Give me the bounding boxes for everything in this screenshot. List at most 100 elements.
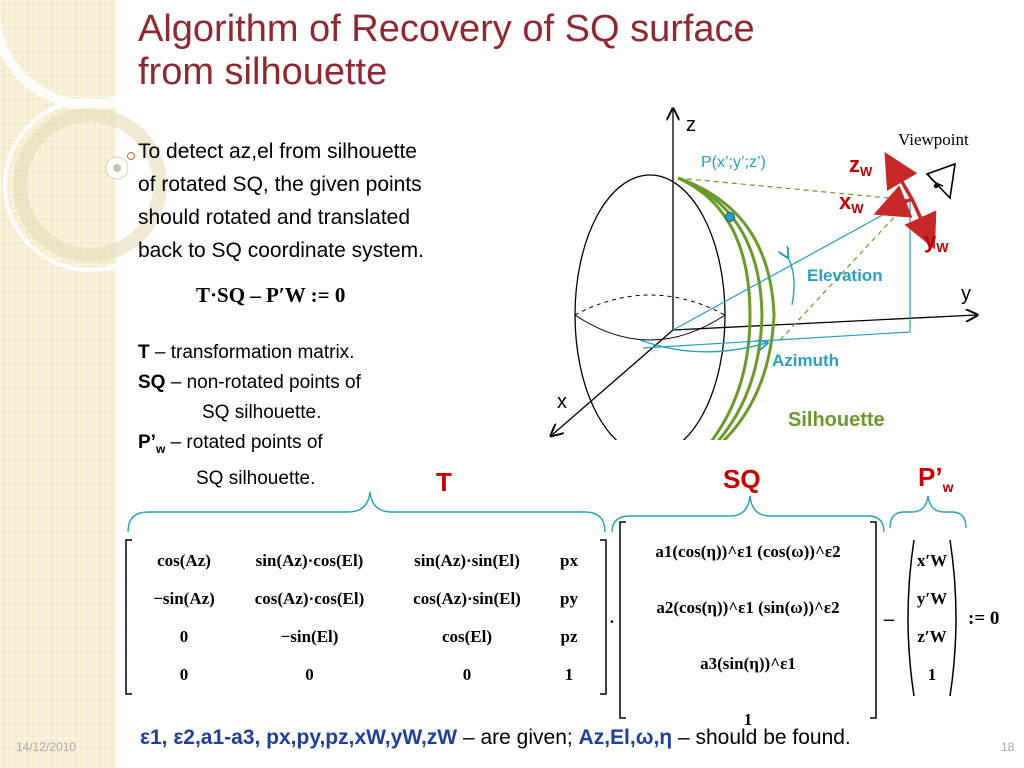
slide-title: Algorithm of Recovery of SQ surface from… <box>138 8 755 94</box>
paren-P-left <box>907 539 915 697</box>
sq-row-2: a2(cos(η))^ε1 (sin(ω))^ε2 <box>656 598 840 617</box>
bullet-text: To detect az,el from silhouette of rotat… <box>138 135 538 267</box>
point-p-label: P(x’;y’;z’) <box>701 154 766 171</box>
silhouette-curve <box>677 176 776 440</box>
matrix-cell: −sin(El) <box>280 627 339 646</box>
table-row: x′W <box>902 542 962 580</box>
bracket-T-right <box>600 539 607 695</box>
silhouette-curve <box>677 176 764 440</box>
bottom-summary: ε1, ε2,a1-a3, px,py,pz,xW,yW,zW – are gi… <box>140 726 851 750</box>
def-SQ-term: SQ <box>138 372 166 393</box>
def-T: T – transformation matrix. <box>138 338 361 368</box>
x-axis-label: x <box>557 391 567 413</box>
eye-icon <box>925 162 956 200</box>
decorative-rings <box>0 0 190 272</box>
brace-P <box>889 495 967 529</box>
def-P-desc: – rotated points of <box>165 432 323 453</box>
elevation-label: Elevation <box>807 266 883 285</box>
table-row: −sin(Az) cos(Az)·cos(El) cos(Az)·sin(El)… <box>136 580 591 618</box>
matrix-cell: 0 <box>462 665 472 684</box>
main-formula: T·SQ – P′W := 0 <box>196 283 346 307</box>
ellipsoid-equator-back <box>574 294 726 316</box>
def-SQ: SQ – non-rotated points of <box>138 368 361 398</box>
body-line: To detect az,el from silhouette <box>138 140 417 163</box>
brace-T <box>127 491 606 533</box>
def-T-desc: – transformation matrix. <box>149 342 355 363</box>
matrix-cell: sin(Az)·cos(El) <box>255 551 364 570</box>
viewpoint-label: Viewpoint <box>898 130 969 149</box>
matrix-cell: y′W <box>916 589 948 608</box>
matrix-cell: 0 <box>179 665 189 684</box>
sq-row-4: 1 <box>743 710 753 729</box>
yw-label: yW <box>924 228 949 255</box>
matrix-SQ: a1(cos(η))^ε1 (cos(ω))^ε2 a2(cos(η))^ε1 … <box>628 524 868 748</box>
yw-arrow <box>904 198 937 250</box>
def-T-term: T <box>138 342 150 363</box>
matrix-P: x′W y′W z′W 1 <box>902 542 962 694</box>
z-axis-label: z <box>686 114 696 136</box>
elevation-arc <box>787 256 795 306</box>
matrix-T: cos(Az) sin(Az)·cos(El) sin(Az)·sin(El) … <box>136 542 591 694</box>
brace-label-SQ: SQ <box>723 464 761 494</box>
y-axis-label: y <box>961 283 971 305</box>
body-line: back to SQ coordinate system. <box>138 239 424 262</box>
xw-label: xW <box>839 189 864 216</box>
def-P: P’w – rotated points of <box>138 428 361 464</box>
bullet-icon <box>127 152 135 160</box>
matrix-cell: sin(Az)·sin(El) <box>414 551 520 570</box>
azimuth-label: Azimuth <box>772 351 839 370</box>
matrix-cell: cos(Az) <box>157 551 211 570</box>
table-row: cos(Az) sin(Az)·cos(El) sin(Az)·sin(El) … <box>136 542 591 580</box>
brace-label-T: T <box>436 467 452 497</box>
def-P-term: P’w <box>138 432 166 456</box>
y-axis <box>672 315 976 331</box>
matrix-cell: cos(Az)·sin(El) <box>413 589 521 608</box>
ellipsoid-equator <box>574 314 726 341</box>
azimuth-arc <box>639 340 766 353</box>
bracket-T-left <box>125 539 132 695</box>
brace-SQ <box>611 495 885 533</box>
xw-arrow <box>873 185 913 218</box>
given-text: – are given; <box>457 726 579 749</box>
brace-label-P: P’w <box>918 462 954 496</box>
matrix-cell: z′W <box>917 627 947 646</box>
paren-P-right <box>949 539 957 697</box>
page-number: 18 <box>1001 740 1015 754</box>
assign-zero: := 0 <box>968 608 1000 629</box>
matrix-cell: −sin(Az) <box>153 589 215 608</box>
matrix-cell: 0 <box>179 627 189 646</box>
sq-row-3: a3(sin(η))^ε1 <box>700 654 796 673</box>
dot-operator: · <box>609 612 615 631</box>
matrix-cell: cos(El) <box>441 627 493 646</box>
bracket-SQ-right <box>870 521 877 719</box>
projection-line <box>677 177 911 201</box>
matrix-cell: x′W <box>916 551 948 570</box>
def-P-desc2: SQ silhouette. <box>196 467 316 489</box>
silhouette-curve <box>677 176 752 440</box>
table-row: y′W <box>902 580 962 618</box>
matrix-cell: px <box>560 551 578 570</box>
minus-operator: – <box>884 608 894 630</box>
zw-label: zW <box>849 152 873 179</box>
table-row: 0 0 0 1 <box>136 656 591 694</box>
matrix-cell: 0 <box>305 665 314 684</box>
point-p-marker <box>725 212 735 222</box>
matrix-cell: 1 <box>927 665 937 684</box>
title-line-1: Algorithm of Recovery of SQ surface <box>138 8 755 50</box>
matrix-cell: cos(Az)·cos(El) <box>254 589 365 608</box>
matrix-cell: 1 <box>564 665 574 684</box>
projection-line <box>779 199 911 341</box>
given-variables: ε1, ε2,a1-a3, px,py,pz,xW,yW,zW <box>140 726 458 749</box>
matrix-cell: py <box>560 589 578 608</box>
definitions: T – transformation matrix. SQ – non-rota… <box>138 338 361 494</box>
def-SQ-desc2: SQ silhouette. <box>202 402 322 423</box>
table-row: 0 −sin(El) cos(El) pz <box>136 618 591 656</box>
footer-date: 14/12/2010 <box>16 740 77 754</box>
def-SQ-desc: – non-rotated points of <box>165 372 361 393</box>
body-line: should rotated and translated <box>138 206 411 229</box>
found-variables: Az,El,ω,η <box>578 726 673 749</box>
found-text: – should be found. <box>672 726 851 749</box>
sq-row-1: a1(cos(η))^ε1 (cos(ω))^ε2 <box>655 542 841 561</box>
table-row: z′W <box>902 618 962 656</box>
